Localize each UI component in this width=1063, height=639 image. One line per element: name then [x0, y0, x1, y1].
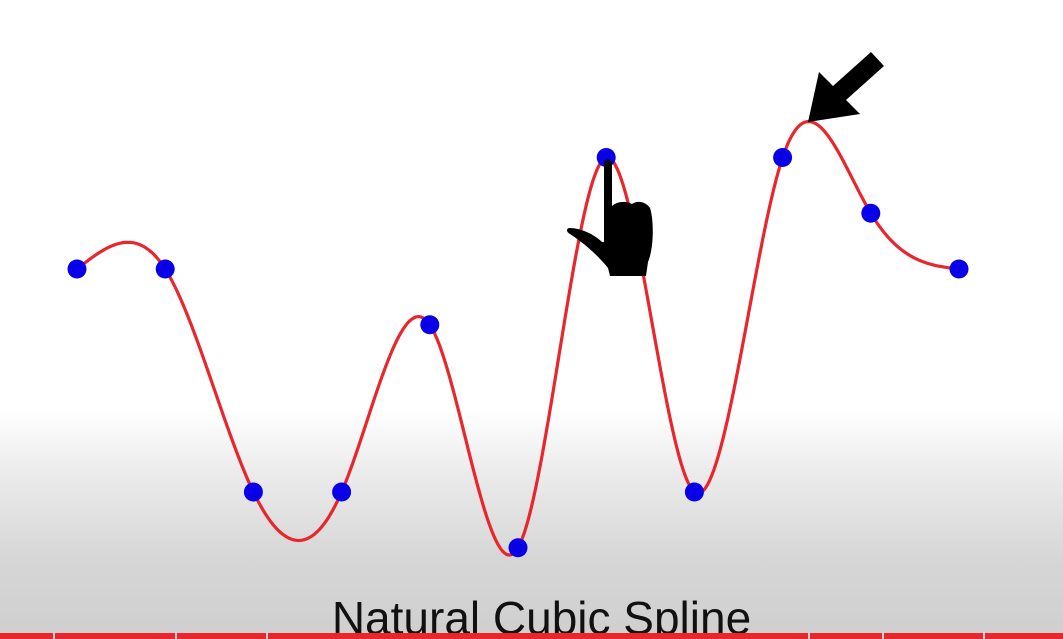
chapter-marker — [265, 633, 268, 639]
pointing-hand-icon — [567, 159, 653, 276]
chapter-marker — [983, 633, 986, 639]
knot-point-9 — [861, 203, 881, 223]
knot-point-5 — [508, 538, 528, 558]
video-progress-fill — [0, 633, 1063, 639]
knot-point-3 — [332, 482, 352, 502]
chapter-marker — [175, 633, 178, 639]
knot-point-0 — [67, 259, 87, 279]
knot-point-1 — [155, 259, 175, 279]
knot-points — [67, 148, 969, 558]
chapter-marker — [807, 633, 810, 639]
knot-point-2 — [243, 482, 263, 502]
chapter-marker — [882, 633, 885, 639]
knot-point-7 — [684, 482, 704, 502]
video-progress-bar[interactable] — [0, 633, 1063, 639]
chapter-marker — [53, 633, 56, 639]
spline-curve — [75, 119, 961, 557]
knot-point-8 — [773, 148, 793, 167]
diagram-title: Natural Cubic Spline — [331, 592, 752, 639]
arrow-pointer-icon — [808, 52, 884, 122]
knot-point-10 — [949, 259, 969, 279]
knot-point-4 — [420, 315, 440, 335]
